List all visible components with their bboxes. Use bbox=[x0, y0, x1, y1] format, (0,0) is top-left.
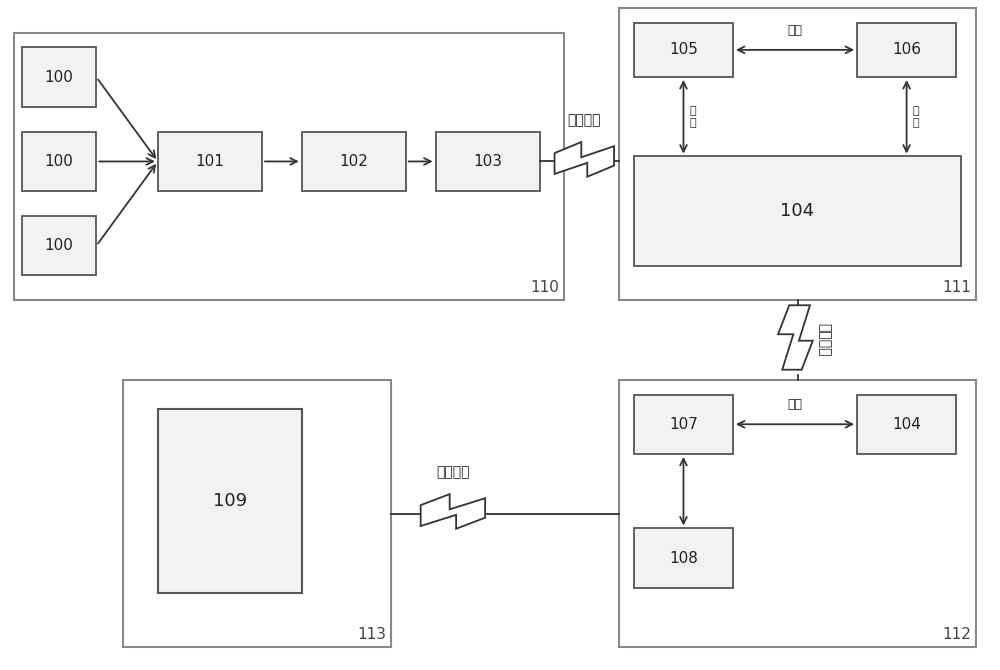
Text: 100: 100 bbox=[45, 70, 74, 84]
Text: 104: 104 bbox=[892, 417, 921, 431]
Bar bbox=[302, 132, 406, 191]
Text: 100: 100 bbox=[45, 239, 74, 253]
Polygon shape bbox=[778, 306, 813, 370]
Polygon shape bbox=[555, 142, 614, 177]
Bar bbox=[123, 380, 391, 647]
Bar bbox=[619, 8, 976, 300]
Text: 107: 107 bbox=[669, 417, 698, 431]
Bar bbox=[22, 48, 96, 107]
Bar bbox=[857, 395, 956, 454]
Bar bbox=[619, 380, 976, 647]
Bar bbox=[634, 157, 961, 265]
Text: 111: 111 bbox=[942, 280, 971, 295]
Bar bbox=[14, 33, 564, 300]
Text: 100: 100 bbox=[45, 154, 74, 169]
Text: 109: 109 bbox=[213, 492, 247, 510]
Bar bbox=[436, 132, 540, 191]
Polygon shape bbox=[421, 494, 485, 529]
Text: 104: 104 bbox=[780, 202, 815, 220]
Text: 总
线: 总 线 bbox=[913, 106, 919, 127]
Text: 无线传输: 无线传输 bbox=[436, 465, 470, 479]
Text: 103: 103 bbox=[473, 154, 502, 169]
Text: 106: 106 bbox=[892, 42, 921, 58]
Text: 113: 113 bbox=[357, 627, 386, 643]
Text: 101: 101 bbox=[195, 154, 224, 169]
Text: 110: 110 bbox=[531, 280, 560, 295]
Text: 总
线: 总 线 bbox=[689, 106, 696, 127]
Text: 102: 102 bbox=[339, 154, 368, 169]
Bar bbox=[22, 216, 96, 275]
Text: 108: 108 bbox=[669, 551, 698, 565]
Bar bbox=[22, 132, 96, 191]
Text: 112: 112 bbox=[942, 627, 971, 643]
Bar bbox=[857, 23, 956, 77]
Bar bbox=[634, 23, 733, 77]
Bar bbox=[634, 395, 733, 454]
Bar bbox=[158, 132, 262, 191]
Text: 105: 105 bbox=[669, 42, 698, 58]
Text: 串口: 串口 bbox=[788, 399, 803, 411]
Bar bbox=[634, 529, 733, 588]
Text: 无线传输: 无线传输 bbox=[817, 323, 831, 356]
Text: 串口: 串口 bbox=[788, 24, 803, 37]
Bar bbox=[158, 409, 302, 593]
Text: 无线传输: 无线传输 bbox=[568, 113, 601, 127]
